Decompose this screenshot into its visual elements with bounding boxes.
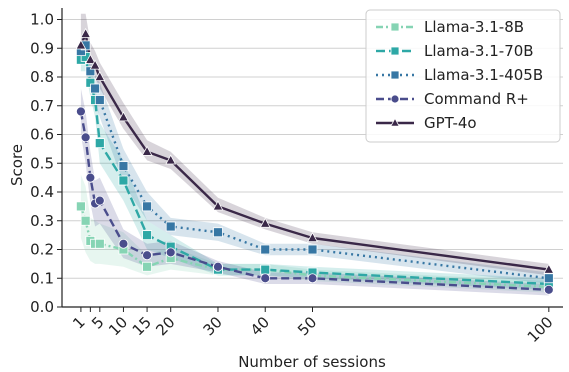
y-tick-label: 0.5	[30, 154, 54, 172]
x-tick-label: 10	[105, 313, 131, 339]
data-point	[85, 172, 96, 183]
data-point	[260, 264, 271, 275]
data-point	[90, 83, 100, 94]
data-point	[212, 200, 224, 211]
series-line	[79, 44, 549, 280]
data-point	[75, 39, 87, 50]
axes	[57, 8, 563, 312]
data-point	[307, 273, 318, 284]
data-point	[260, 273, 271, 284]
data-point	[80, 27, 92, 38]
data-point	[307, 231, 318, 243]
y-tick-label: 0.4	[30, 183, 54, 201]
data-point	[89, 59, 101, 70]
data-point	[165, 154, 177, 165]
x-axis-label: Number of sessions	[238, 353, 386, 371]
legend-entry: Command R+	[424, 90, 529, 108]
y-tick-label: 0.9	[30, 39, 54, 57]
y-tick-label: 0.7	[30, 97, 54, 115]
data-point	[390, 94, 400, 104]
data-point	[94, 195, 105, 206]
data-point	[543, 284, 554, 295]
x-tick-label: 100	[524, 313, 557, 346]
legend-entry: GPT-4o	[424, 114, 477, 132]
y-tick-label: 0.0	[30, 298, 54, 316]
x-tick-label: 15	[129, 313, 155, 339]
x-tick-label: 40	[247, 313, 273, 339]
data-point	[259, 217, 271, 228]
legend: Llama-3.1-8B Llama-3.1-70B Llama-3.1-405B C…	[365, 9, 561, 143]
data-point	[94, 138, 105, 149]
y-tick-label: 0.6	[30, 126, 54, 144]
legend-entry: Llama-3.1-8B	[424, 18, 524, 36]
confidence-bands	[80, 13, 549, 296]
series-markers	[75, 27, 555, 295]
data-point	[142, 250, 152, 261]
data-point	[142, 261, 152, 272]
data-point	[80, 215, 91, 226]
data-point	[85, 66, 96, 77]
data-point	[94, 95, 105, 105]
data-point	[390, 22, 400, 32]
data-point	[307, 244, 318, 255]
data-point	[213, 227, 223, 238]
data-point	[118, 111, 129, 122]
data-point	[94, 238, 105, 249]
data-point	[142, 201, 152, 212]
data-point	[118, 175, 129, 186]
data-point	[118, 161, 129, 172]
data-point	[543, 263, 555, 274]
data-point	[390, 46, 400, 56]
x-tick-label: 5	[88, 313, 107, 332]
data-point	[213, 261, 223, 272]
y-tick-label: 0.8	[30, 68, 54, 86]
x-tick-label: 30	[200, 313, 226, 339]
y-tick-label: 0.1	[30, 269, 54, 287]
legend-entry: Llama-3.1-70B	[424, 42, 534, 60]
data-point	[118, 238, 129, 249]
data-point	[84, 53, 96, 64]
confidence-band	[80, 174, 549, 293]
legend-entry: Llama-3.1-405B	[424, 66, 543, 84]
legend-box	[365, 9, 561, 143]
data-point	[390, 70, 400, 80]
y-tick-label: 0.3	[30, 212, 54, 230]
data-point	[76, 201, 86, 212]
data-point	[260, 244, 271, 255]
series-line	[79, 111, 549, 291]
data-point	[94, 70, 106, 81]
x-tick-label: 50	[294, 313, 320, 339]
y-tick-label: 0.2	[30, 241, 54, 259]
confidence-band	[80, 33, 549, 285]
data-point	[142, 230, 152, 241]
x-tick-label: 20	[152, 313, 178, 339]
data-point	[165, 221, 176, 232]
y-tick-label: 1.0	[30, 11, 54, 29]
data-point	[80, 132, 91, 143]
x-tick-label: 1	[69, 313, 88, 332]
data-point	[141, 145, 153, 156]
data-point	[390, 117, 400, 127]
data-point	[76, 106, 86, 117]
data-point	[543, 273, 554, 284]
data-point	[165, 247, 176, 258]
y-axis-label: Score	[8, 144, 26, 186]
